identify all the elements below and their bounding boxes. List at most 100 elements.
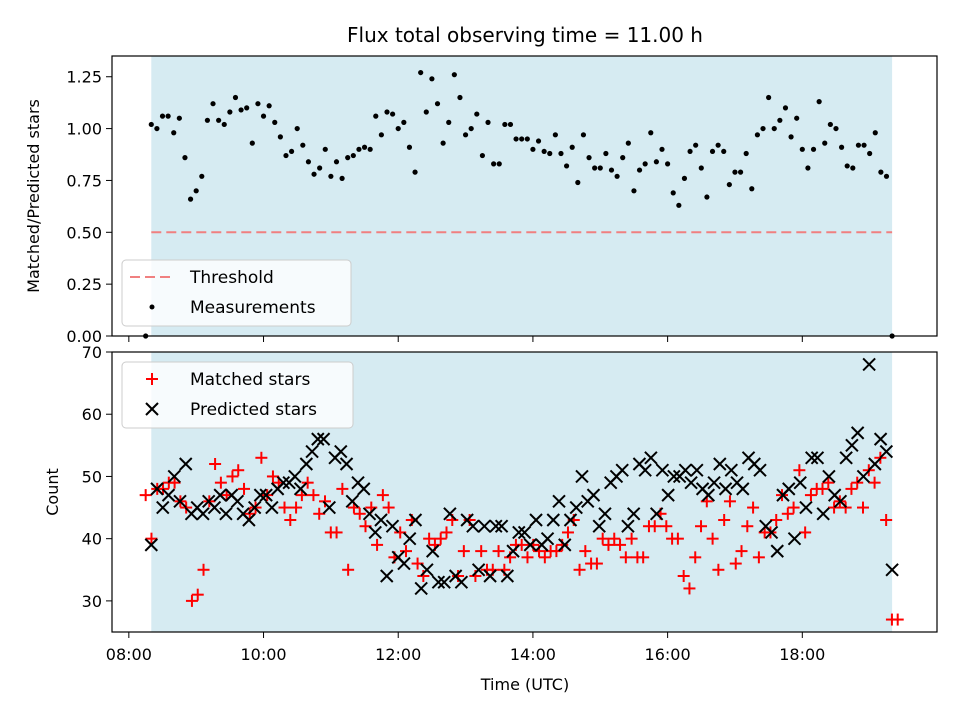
measurement-point [878, 169, 884, 175]
measurement-point [384, 109, 390, 115]
matched-star-point [816, 482, 829, 495]
predicted-star-point [764, 525, 779, 540]
predicted-star-point [156, 500, 170, 515]
bottom-x-axis: 08:00 10:00 12:00 14:00 16:00 18:00 [106, 632, 825, 664]
matched-star-point [608, 532, 621, 545]
predicted-star-point [678, 463, 693, 477]
measurement-point [423, 109, 429, 115]
predicted-star-point [414, 581, 428, 596]
matched-star-point [735, 545, 748, 558]
measurement-point [485, 119, 491, 125]
matched-star-point [255, 451, 268, 464]
matched-star-point [741, 520, 754, 533]
predicted-star-point [816, 507, 830, 521]
matched-star-point [185, 594, 198, 607]
measurement-point [732, 169, 738, 175]
predicted-star-point [420, 563, 434, 577]
measurement-point [513, 136, 519, 142]
predicted-star-point [443, 507, 457, 521]
top-y-tick-label: 0.00 [66, 327, 102, 346]
top-panel-frame [111, 55, 938, 337]
predicted-star-point [621, 519, 635, 533]
predicted-star-point [615, 463, 629, 477]
measurement-point [171, 130, 177, 136]
matched-star-point [266, 470, 279, 483]
predicted-star-point [592, 519, 606, 533]
predicted-star-point [506, 544, 520, 558]
measurement-point [827, 121, 833, 128]
predicted-star-point [822, 469, 836, 484]
measurement-point [855, 142, 862, 148]
measurement-point [575, 179, 581, 186]
measurement-point [446, 119, 452, 125]
predicted-star-point [305, 444, 319, 459]
measurement-point [367, 146, 373, 152]
measurement-point [704, 194, 710, 200]
predicted-star-point [707, 475, 721, 490]
measurement-point [434, 101, 441, 107]
measurement-point [670, 190, 676, 196]
predicted-star-point [403, 531, 417, 546]
bottom-x-tick-label: 12:00 [375, 645, 421, 664]
predicted-star-point [655, 463, 670, 477]
measurement-point [676, 202, 682, 208]
matched-star-point [770, 514, 783, 526]
legend-measurements-swatch [149, 304, 155, 310]
predicted-star-point [569, 500, 583, 515]
matched-star-point [712, 563, 725, 576]
matched-star-point [718, 514, 731, 526]
predicted-star-point [380, 569, 394, 583]
matched-star-point [689, 551, 702, 564]
matched-star-point [550, 545, 563, 558]
predicted-star-point [253, 488, 268, 502]
predicted-star-point [736, 482, 750, 496]
matched-star-point [677, 570, 690, 582]
measurement-point [378, 132, 384, 138]
predicted-star-point [586, 488, 601, 502]
predicted-star-point [179, 457, 193, 471]
matched-star-point [625, 532, 638, 545]
matched-star-point [371, 538, 384, 551]
measurement-point [356, 146, 362, 152]
matched-star-point [637, 551, 650, 564]
measurement-point [603, 150, 609, 157]
matched-star-point [747, 501, 760, 514]
predicted-star-point [385, 519, 400, 533]
measurement-point [743, 150, 749, 157]
measurement-point [681, 175, 688, 181]
measurement-point [373, 113, 379, 119]
measurement-point [244, 105, 250, 111]
predicted-star-point [793, 475, 807, 490]
measurement-point [850, 165, 856, 171]
predicted-star-point [368, 525, 382, 540]
predicted-star-point [173, 494, 187, 509]
predicted-star-point [661, 488, 675, 502]
matched-star-point [590, 557, 603, 570]
measurement-point [204, 117, 211, 123]
measurement-point [283, 152, 289, 159]
measurement-point [451, 72, 457, 78]
bottom-panel: 30 40 50 60 70 08:00 10:00 12:00 14:00 16:00 18:0… [43, 343, 938, 694]
legend-matched-label: Matched stars [190, 370, 310, 390]
matched-star-point [683, 582, 696, 595]
predicted-star-point [276, 475, 291, 490]
predicted-star-point [357, 482, 371, 496]
matched-star-point [301, 476, 314, 489]
measurement-point [586, 155, 592, 161]
measurement-point [760, 125, 766, 132]
matched-star-point [729, 557, 742, 570]
predicted-star-point [701, 488, 716, 502]
matched-star-point [434, 532, 447, 545]
measurement-point [294, 125, 300, 132]
measurement-point [227, 109, 233, 115]
predicted-star-point [397, 556, 411, 571]
top-y-tick-label: 0.25 [66, 275, 102, 294]
measurement-point [709, 148, 716, 155]
predicted-star-point [293, 482, 308, 496]
predicted-star-point [724, 463, 739, 477]
bottom-y-tick-label: 70 [82, 343, 102, 362]
predicted-star-point [753, 463, 767, 477]
measurement-point [266, 103, 272, 109]
predicted-star-point [517, 525, 532, 540]
measurement-point [608, 167, 615, 173]
